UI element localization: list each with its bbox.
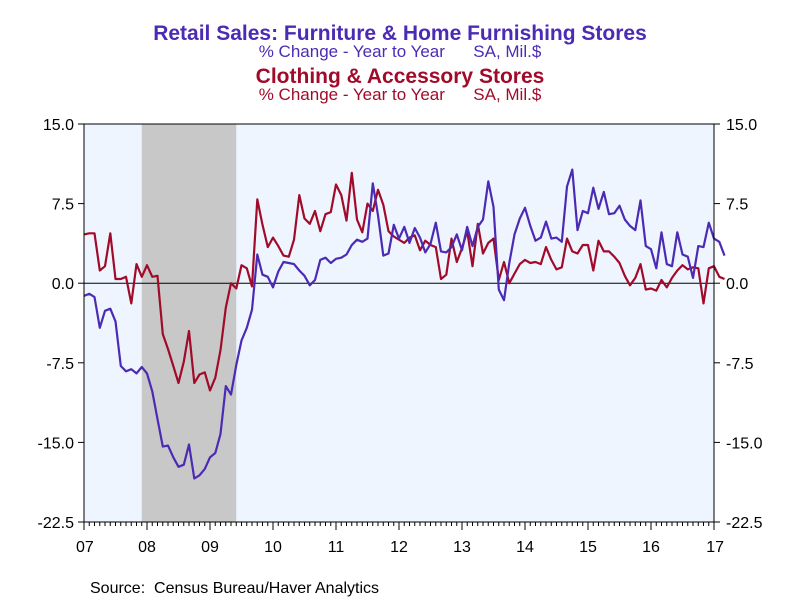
y-tick-label-left: 15.0 (43, 117, 74, 134)
x-tick-label: 07 (76, 539, 94, 556)
chart-subtitle-clothing: % Change - Year to Year SA, Mil.$ (259, 85, 542, 104)
y-tick-label-left: -7.5 (46, 356, 74, 373)
x-tick-label: 14 (516, 539, 534, 556)
right-y-axis: 15.0 7.5 0.0 -7.5 -15.0 -22.5 (714, 117, 763, 532)
x-tick-label: 13 (453, 539, 471, 556)
y-tick-label-right: -7.5 (726, 356, 754, 373)
plot-border (83, 123, 715, 523)
x-tick-label: 15 (579, 539, 597, 556)
x-tick-label: 11 (328, 539, 345, 556)
y-tick-label-left: 0.0 (52, 276, 74, 293)
y-tick-label-left: -15.0 (38, 435, 75, 452)
y-tick-label-right: 7.5 (726, 197, 748, 214)
y-tick-label-left: -22.5 (38, 515, 75, 532)
x-tick-label: 08 (138, 539, 156, 556)
source-note: Source: Census Bureau/Haver Analytics (90, 580, 379, 597)
y-tick-label-right: -15.0 (726, 435, 763, 452)
chart-title-clothing: Clothing & Accessory Stores (256, 65, 545, 88)
x-tick-label: 16 (642, 539, 660, 556)
y-tick-label-right: 0.0 (726, 276, 748, 293)
left-y-axis: 15.0 7.5 0.0 -7.5 -15.0 -22.5 (38, 117, 84, 532)
y-tick-label-right: -22.5 (726, 515, 763, 532)
y-tick-label-left: 7.5 (52, 197, 74, 214)
x-tick-label: 09 (201, 539, 219, 556)
recession-shading (141, 124, 237, 522)
series-line-clothing (83, 171, 725, 392)
x-tick-label: 12 (390, 539, 408, 556)
chart-subtitle-furniture: % Change - Year to Year SA, Mil.$ (259, 42, 542, 61)
x-tick-label: 10 (264, 539, 282, 556)
y-tick-label-right: 15.0 (726, 117, 757, 134)
chart-title-furniture: Retail Sales: Furniture & Home Furnishin… (153, 22, 647, 45)
series-line-furniture (83, 168, 726, 480)
x-axis: 07 08 09 10 11 12 13 14 15 16 17 (76, 522, 724, 556)
x-tick-label: 17 (706, 539, 724, 556)
